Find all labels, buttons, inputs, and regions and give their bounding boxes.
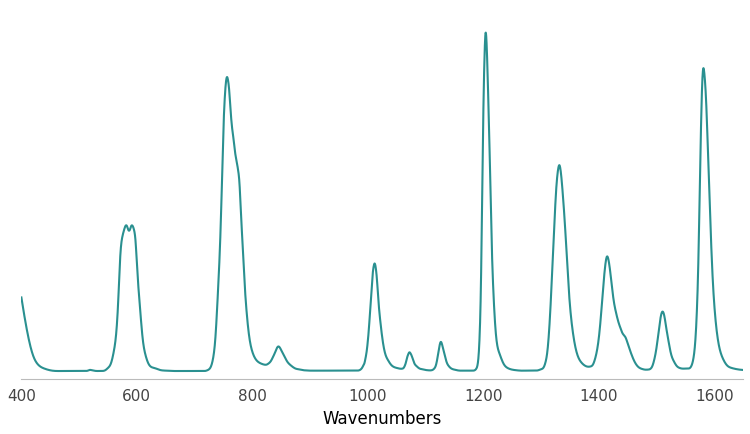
X-axis label: Wavenumbers: Wavenumbers — [322, 409, 442, 427]
